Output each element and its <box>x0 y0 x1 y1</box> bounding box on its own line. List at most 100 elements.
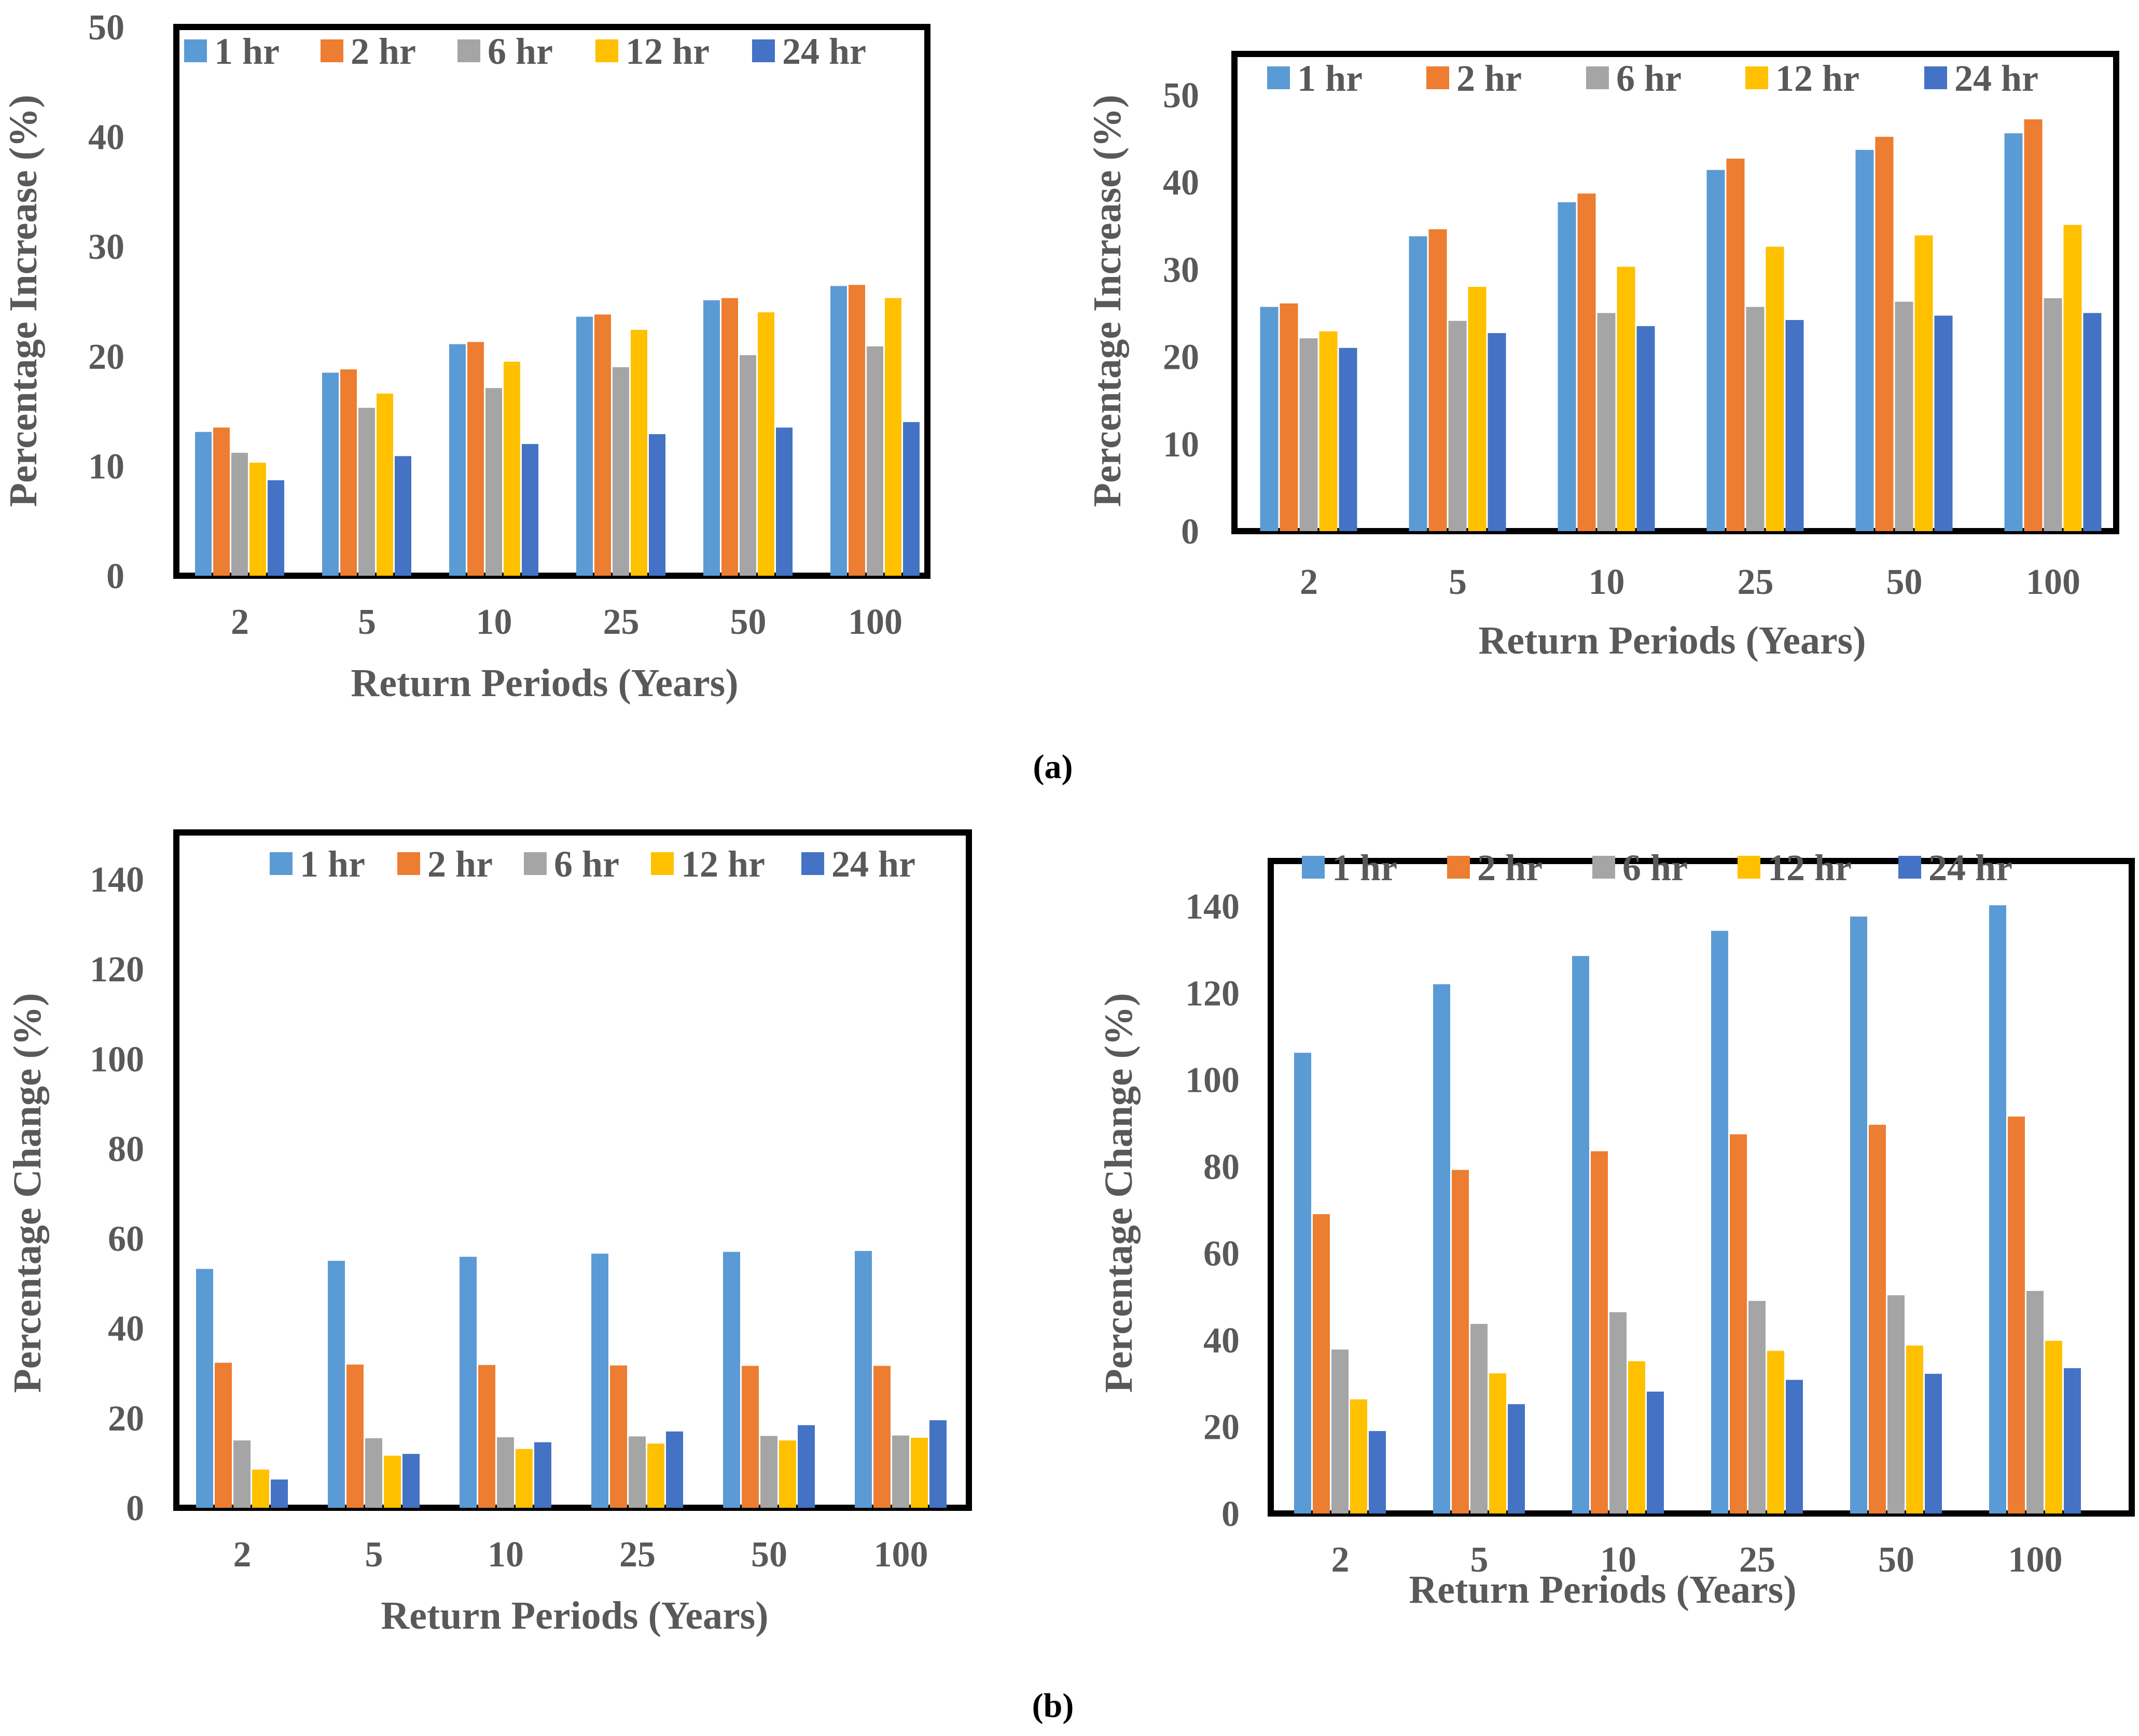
bar-24hr-2 <box>1339 348 1357 531</box>
y-tick-label: 60 <box>108 1219 144 1259</box>
legend-swatch <box>321 39 343 62</box>
bar-2hr-2 <box>1313 1214 1330 1513</box>
bar-1hr-50 <box>1855 149 1874 531</box>
bar-6hr-100 <box>2044 298 2062 531</box>
bar-2hr-2 <box>213 427 230 576</box>
y-tick-label: 0 <box>126 1489 144 1529</box>
bar-24hr-100 <box>903 422 920 576</box>
bar-6hr-10 <box>497 1437 514 1508</box>
bar-24hr-5 <box>402 1454 420 1508</box>
bar-24hr-5 <box>1508 1404 1525 1513</box>
plot-frame <box>1268 858 2135 1517</box>
bar-2hr-50 <box>1869 1124 1886 1513</box>
legend-swatch <box>595 39 618 62</box>
x-tick-label: 5 <box>1470 1540 1489 1580</box>
x-tick-label: 10 <box>1589 562 1625 602</box>
bar-24hr-2 <box>271 1479 288 1508</box>
bar-24hr-25 <box>1786 1380 1803 1513</box>
x-tick-label: 50 <box>1878 1540 1914 1580</box>
bar-6hr-100 <box>892 1435 909 1508</box>
bar-2hr-25 <box>1730 1134 1747 1513</box>
y-axis-title: Percentage Increase (%) <box>2 95 45 507</box>
bar-1hr-25 <box>1711 931 1728 1513</box>
bar-12hr-100 <box>2063 225 2082 531</box>
y-tick-label: 10 <box>1163 425 1199 465</box>
y-tick-label: 0 <box>1221 1494 1240 1534</box>
bar-2hr-5 <box>1428 229 1447 531</box>
x-tick-label: 100 <box>2026 562 2080 602</box>
bar-24hr-25 <box>666 1431 683 1508</box>
y-tick-label: 60 <box>1203 1234 1240 1274</box>
legend-swatch <box>524 852 547 875</box>
bar-12hr-5 <box>1489 1373 1506 1513</box>
x-tick-label: 25 <box>603 602 640 642</box>
bar-24hr-10 <box>1647 1391 1664 1513</box>
bar-2hr-10 <box>1591 1151 1608 1513</box>
legend-label: 1 hr <box>300 843 365 885</box>
legend-swatch <box>1745 66 1768 89</box>
bar-1hr-50 <box>723 1252 740 1508</box>
x-axis-title: Return Periods (Years) <box>351 661 738 705</box>
x-tick-label: 2 <box>231 602 249 642</box>
legend-swatch <box>1302 856 1325 879</box>
bar-24hr-100 <box>2064 1368 2081 1513</box>
legend-label: 1 hr <box>1297 58 1363 99</box>
y-tick-label: 100 <box>1185 1061 1240 1101</box>
bar-2hr-5 <box>340 369 357 576</box>
legend-swatch <box>1898 856 1921 879</box>
bar-1hr-100 <box>2004 133 2023 531</box>
y-tick-label: 140 <box>90 860 144 900</box>
legend-swatch <box>1447 856 1470 879</box>
plot-frame <box>173 24 930 579</box>
bar-12hr-25 <box>1766 246 1784 532</box>
bar-12hr-10 <box>1617 267 1635 531</box>
caption-a: (a) <box>1033 748 1073 786</box>
bar-1hr-2 <box>1260 307 1279 531</box>
legend-swatch <box>397 852 420 875</box>
bar-6hr-2 <box>1331 1349 1349 1513</box>
bar-6hr-25 <box>1748 1301 1766 1513</box>
bar-12hr-2 <box>1319 331 1338 531</box>
legend-label: 6 hr <box>1616 58 1682 99</box>
bar-1hr-25 <box>591 1254 608 1508</box>
bar-12hr-100 <box>911 1437 928 1508</box>
y-tick-label: 0 <box>106 557 124 596</box>
legend-swatch <box>1426 66 1449 89</box>
bar-24hr-50 <box>798 1425 815 1508</box>
x-tick-label: 10 <box>476 602 512 642</box>
bar-12hr-2 <box>1350 1399 1367 1513</box>
y-tick-label: 80 <box>1203 1147 1240 1187</box>
bar-12hr-50 <box>1906 1345 1923 1513</box>
y-tick-label: 20 <box>1203 1408 1240 1448</box>
bar-24hr-100 <box>929 1420 947 1508</box>
legend-label: 24 hr <box>1954 58 2038 99</box>
legend-label: 12 hr <box>1768 847 1852 888</box>
legend-label: 2 hr <box>1456 58 1522 99</box>
y-tick-label: 30 <box>1163 250 1199 290</box>
bar-2hr-50 <box>742 1366 759 1508</box>
legend-label: 24 hr <box>1928 847 2012 888</box>
bar-12hr-25 <box>631 330 647 576</box>
bar-24hr-10 <box>534 1442 551 1508</box>
bar-1hr-5 <box>1433 984 1450 1513</box>
x-tick-label: 2 <box>1300 562 1318 602</box>
bar-2hr-2 <box>1280 303 1298 531</box>
y-tick-label: 40 <box>88 118 124 158</box>
bar-6hr-10 <box>1597 313 1616 531</box>
bar-1hr-5 <box>322 372 339 576</box>
bar-1hr-10 <box>1572 956 1589 1513</box>
y-tick-label: 140 <box>1185 887 1240 927</box>
y-tick-label: 20 <box>88 337 124 377</box>
bar-2hr-25 <box>610 1365 627 1508</box>
legend-swatch <box>1924 66 1947 89</box>
x-tick-label: 50 <box>1886 562 1923 602</box>
bar-12hr-5 <box>1468 287 1487 531</box>
bar-6hr-25 <box>629 1436 646 1508</box>
bar-2hr-100 <box>849 285 865 576</box>
bar-24hr-50 <box>1934 315 1953 531</box>
bar-6hr-100 <box>2026 1290 2044 1513</box>
